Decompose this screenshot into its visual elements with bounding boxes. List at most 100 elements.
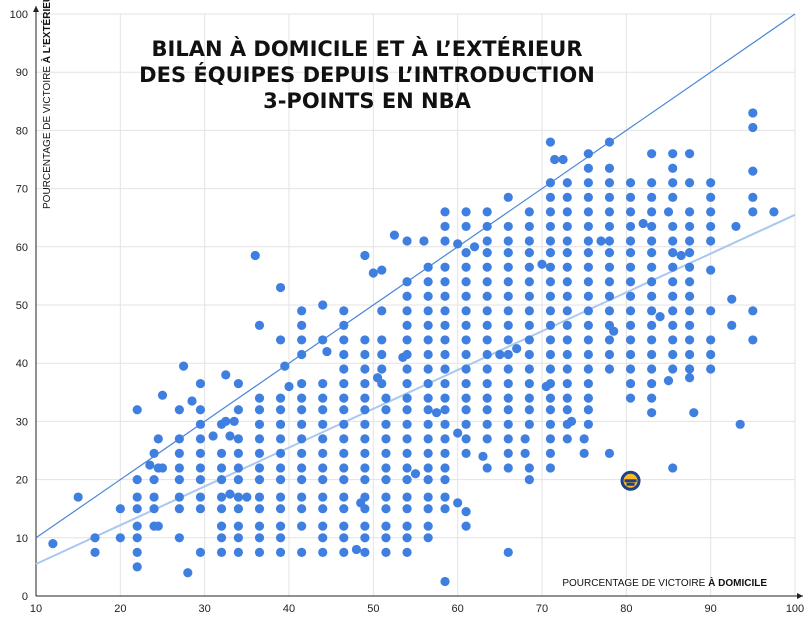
data-point [482,364,492,374]
data-point [195,378,206,389]
data-point [625,277,636,287]
data-point [583,262,593,272]
data-point [339,475,349,485]
data-point [566,416,577,426]
data-point [423,521,433,531]
chart-title-line-1: BILAN À DOMICILE ET À L’EXTÉRIEUR [152,36,583,61]
data-point [402,236,412,246]
data-point [655,312,665,322]
highlight-marker [620,470,641,491]
data-point [668,463,678,473]
y-tick-label: 40 [16,358,28,370]
axes [33,6,803,599]
y-tick-label: 30 [16,416,28,428]
data-point [684,178,695,188]
data-point [402,405,412,415]
data-point [461,335,471,345]
data-point [389,230,400,240]
data-point [297,547,307,557]
data-point [684,262,695,272]
data-point [440,306,450,316]
data-point [625,236,636,246]
data-point [297,405,307,415]
data-point [562,262,572,272]
data-point [402,393,412,403]
data-point [402,378,412,389]
data-point [368,268,378,278]
data-point [482,378,492,389]
data-point [402,547,412,557]
data-point [275,475,286,485]
data-point [478,451,488,461]
data-point [233,547,243,557]
data-point [360,521,370,531]
data-point [604,163,615,173]
data-point [339,378,349,389]
data-point [275,393,286,403]
data-point [583,277,593,287]
data-point [706,192,716,202]
x-axis-title-emphasis: À DOMICILE [708,576,767,589]
data-point [647,178,657,188]
data-point [545,349,556,360]
data-point [195,463,206,473]
data-point [339,521,349,531]
data-point [503,364,513,374]
data-point [604,306,615,316]
y-tick-label: 20 [16,475,28,487]
data-point [275,463,286,473]
data-point [423,349,433,360]
data-point [318,504,328,514]
data-point [297,463,307,473]
data-point [461,434,471,444]
data-point [410,469,421,479]
y-axis-title-emphasis: À L’EXTÉRIEUR [40,0,53,63]
data-point [706,306,716,316]
data-point [647,378,657,389]
data-point [748,335,758,345]
data-point [216,504,227,514]
data-point [524,475,534,485]
data-point [402,533,412,543]
data-point [280,361,290,371]
data-point [339,335,349,345]
data-point [132,405,142,415]
tick-labels: 10 20 30 40 50 60 70 80 90 1000102030405060708090… [10,9,805,615]
data-point [562,335,572,345]
data-point [545,320,556,330]
data-point [233,492,243,502]
data-point [381,504,391,514]
y-tick-label: 100 [10,9,28,21]
data-point [423,306,433,316]
data-point [339,492,349,502]
data-point [360,250,370,261]
data-point [216,533,227,543]
data-point [461,248,471,258]
data-point [625,262,636,272]
data-point [524,349,534,360]
data-point [297,504,307,514]
data-point [318,463,328,473]
data-point [275,335,286,345]
data-point [604,137,615,147]
data-point [322,346,332,357]
data-point [769,207,779,217]
data-point [545,262,556,272]
data-point [604,291,615,301]
data-point [254,405,265,415]
data-point [360,405,370,415]
data-point [579,448,589,459]
data-point [132,533,142,543]
data-point [727,294,737,304]
data-point [402,504,412,514]
data-point [183,568,193,578]
data-point [503,221,513,232]
data-point [545,364,556,374]
data-point [583,405,593,415]
data-point [233,405,243,415]
data-point [233,475,243,485]
data-point [668,306,678,316]
x-tick-label: 50 [367,603,379,615]
data-point [233,463,243,473]
